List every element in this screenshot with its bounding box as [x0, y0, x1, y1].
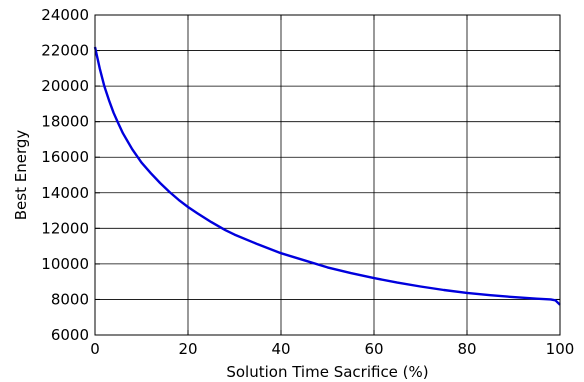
- y-tick-label: 8000: [51, 290, 89, 308]
- y-tick-label: 18000: [41, 113, 89, 131]
- x-tick-label: 60: [364, 340, 383, 358]
- plot-frame: [94, 14, 561, 336]
- y-tick-label: 22000: [41, 42, 89, 60]
- series-line: [93, 46, 561, 306]
- tick-labels: 0 20 40 60 80 100 6000 8000 10000 12000 14000 16000…: [41, 6, 574, 358]
- y-tick-label: 20000: [41, 77, 89, 95]
- x-tick-label: 40: [271, 340, 290, 358]
- x-axis-label: Solution Time Sacrifice (%): [226, 363, 428, 381]
- y-tick-label: 12000: [41, 219, 89, 237]
- x-tick-label: 20: [178, 340, 197, 358]
- y-axis-label: Best Energy: [12, 130, 30, 221]
- series-group: [93, 46, 561, 306]
- y-tick-label: 10000: [41, 255, 89, 273]
- x-tick-label: 80: [457, 340, 476, 358]
- x-tick-label: 100: [546, 340, 575, 358]
- y-tick-label: 6000: [51, 326, 89, 344]
- grid-lines: [94, 14, 561, 336]
- tick-marks: [94, 14, 561, 336]
- y-tick-label: 14000: [41, 184, 89, 202]
- y-tick-label: 16000: [41, 148, 89, 166]
- x-tick-label: 0: [90, 340, 100, 358]
- y-tick-label: 24000: [41, 6, 89, 24]
